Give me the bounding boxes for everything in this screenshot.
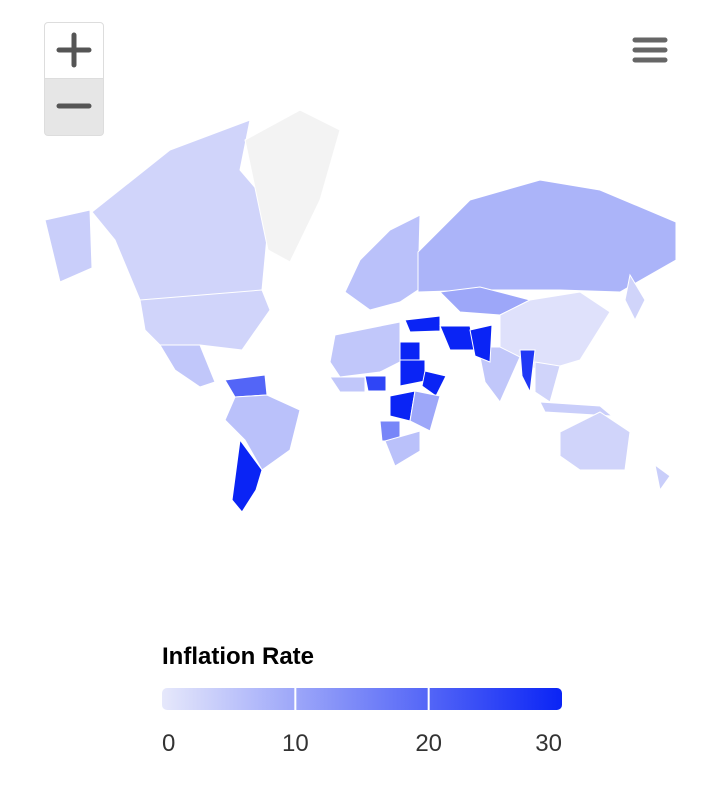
country bbox=[469, 324, 493, 363]
minus-icon bbox=[56, 103, 92, 109]
legend-title: Inflation Rate bbox=[162, 643, 314, 670]
country bbox=[399, 341, 421, 361]
country bbox=[539, 401, 614, 417]
zoom-in-button[interactable] bbox=[44, 22, 104, 80]
menu-button[interactable] bbox=[630, 34, 670, 68]
zoom-out-button[interactable] bbox=[44, 78, 104, 136]
country bbox=[224, 374, 268, 398]
country bbox=[559, 411, 631, 471]
country bbox=[624, 273, 646, 322]
country bbox=[421, 370, 447, 397]
country bbox=[244, 109, 341, 263]
country bbox=[44, 209, 93, 283]
country bbox=[329, 376, 366, 393]
country bbox=[404, 315, 441, 333]
plus-icon bbox=[56, 32, 92, 68]
country bbox=[384, 430, 421, 467]
country bbox=[139, 289, 271, 351]
country bbox=[224, 394, 301, 471]
country bbox=[159, 344, 216, 388]
colorbar-tick-label: 0 bbox=[162, 730, 175, 757]
country bbox=[329, 321, 401, 378]
colorbar-tick-label: 20 bbox=[415, 730, 442, 757]
country bbox=[534, 361, 561, 403]
country bbox=[417, 179, 677, 293]
country bbox=[399, 359, 426, 387]
colorbar bbox=[162, 688, 562, 710]
country bbox=[91, 119, 271, 301]
country bbox=[519, 349, 536, 394]
country bbox=[344, 214, 421, 311]
country bbox=[231, 438, 263, 513]
colorbar-tick-label: 10 bbox=[282, 730, 309, 757]
country bbox=[654, 463, 671, 492]
colorbar-tick-label: 30 bbox=[535, 730, 562, 757]
country bbox=[409, 390, 441, 432]
country bbox=[364, 375, 387, 392]
